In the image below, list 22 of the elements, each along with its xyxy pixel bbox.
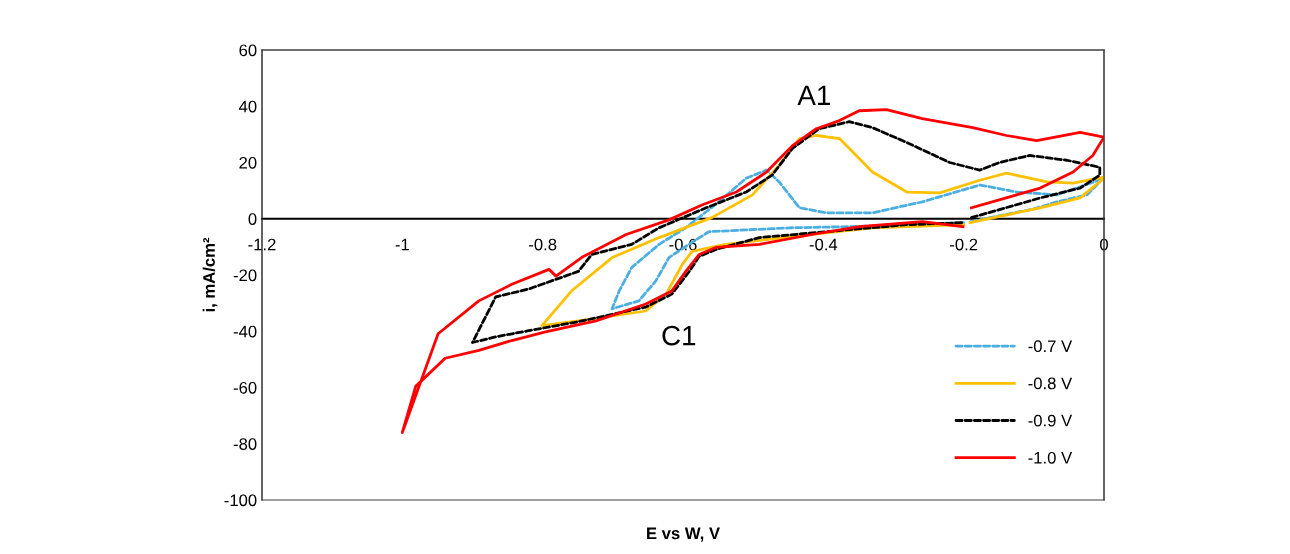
x-axis-title: E vs W, V bbox=[647, 527, 720, 542]
x-tick-label: -0.4 bbox=[809, 238, 838, 251]
y-tick-label: 0 bbox=[248, 213, 257, 225]
y-tick-label: -40 bbox=[233, 325, 257, 338]
y-tick-label: -60 bbox=[233, 381, 257, 394]
legend-label: -0.7 V bbox=[1028, 340, 1073, 353]
y-tick-label: 40 bbox=[238, 100, 257, 113]
y-tick-label: 60 bbox=[239, 44, 257, 57]
y-tick-label: 20 bbox=[239, 156, 257, 169]
legend-label: -0.8 V bbox=[1028, 377, 1073, 390]
legend-label: -1.0 V bbox=[1028, 451, 1073, 464]
annotation: A1 bbox=[797, 85, 830, 105]
annotation: C1 bbox=[662, 325, 696, 346]
x-tick-label: -1 bbox=[395, 238, 409, 251]
y-axis-title: i, mA/cm² bbox=[202, 237, 218, 312]
y-tick-label: -100 bbox=[224, 494, 257, 507]
y-tick-label: -80 bbox=[233, 438, 257, 450]
x-tick-label: -0.8 bbox=[529, 238, 557, 251]
legend-label: -0.9 V bbox=[1028, 414, 1073, 427]
line-series bbox=[610, 168, 1102, 311]
x-tick-label: -0.2 bbox=[950, 238, 978, 251]
y-tick-label: -20 bbox=[233, 269, 257, 282]
